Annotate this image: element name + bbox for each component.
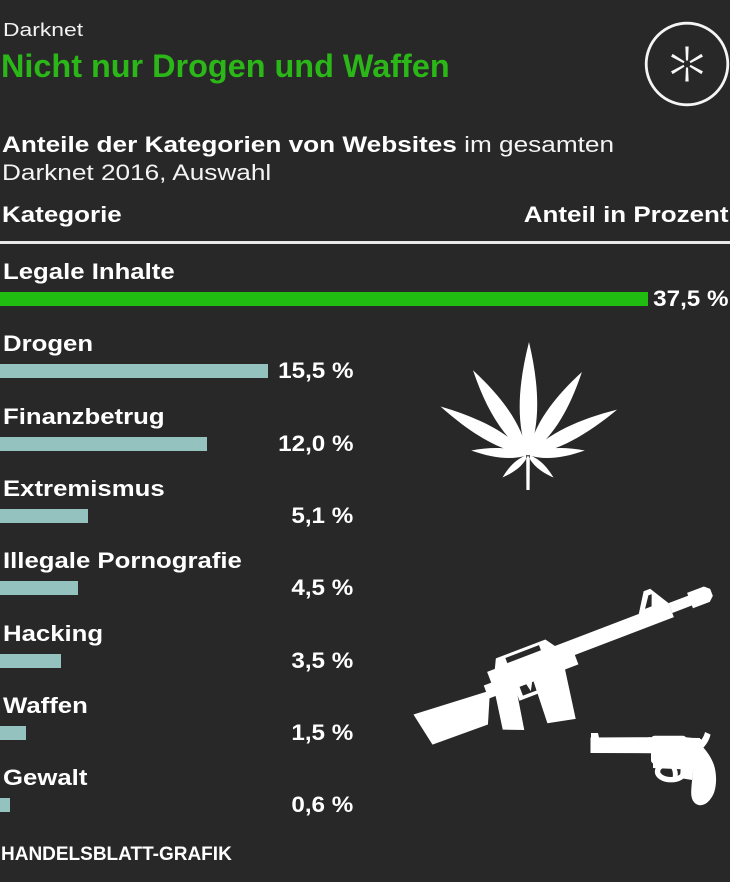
asterisk-spoke [671, 64, 685, 75]
category-label: Legale Inhalte [3, 259, 175, 284]
revolver-cylinder [651, 735, 687, 764]
value-label: 15,5 % [277, 358, 353, 384]
kicker: Darknet [3, 20, 84, 40]
value-label: 3,5 % [291, 647, 353, 673]
category-label: Gewalt [3, 765, 88, 791]
rifle-barrel [668, 594, 695, 613]
category-label: Extremismus [3, 475, 165, 501]
category-label: Finanzbetrug [3, 403, 165, 429]
bar [0, 798, 11, 813]
value-label: 1,5 % [291, 719, 353, 745]
chart-row: Illegale Pornografie 4,5 % [0, 550, 730, 610]
logo-circle [644, 21, 730, 107]
chart-row: Legale Inhalte 37,5 % [0, 261, 730, 321]
revolver-trigger [670, 766, 678, 779]
rifle-carry-handle [494, 639, 556, 670]
asterisk-spoke [689, 53, 703, 64]
category-label: Illegale Pornografie [3, 548, 242, 574]
cannabis-leaf-shape [440, 342, 618, 490]
bar [0, 364, 268, 379]
subtitle-bold: Anteile der Kategorien von Websites [2, 132, 457, 157]
page-title: Nicht nur Drogen und Waffen [1, 48, 450, 84]
revolver-barrel [590, 737, 652, 754]
revolver-trigger-guard [654, 760, 688, 783]
rifle-flash-hider [687, 586, 713, 609]
rifle-grip [494, 684, 525, 730]
revolver-front-sight [591, 733, 599, 738]
asterisk-spoke [671, 53, 685, 64]
chart-row: Waffen 1,5 % [0, 692, 730, 755]
value-label: 12,0 % [277, 430, 353, 456]
value-label: 0,6 % [291, 792, 353, 818]
bar [0, 653, 61, 668]
value-label: 37,5 % [653, 286, 729, 311]
column-header-category: Kategorie [2, 202, 122, 227]
asterisk-circle-icon [644, 21, 730, 107]
asterisk-spoke [685, 46, 689, 61]
assault-rifle-icon [400, 575, 730, 765]
header-rule [0, 241, 730, 244]
chart-row: Hacking 3,5 % [0, 620, 730, 683]
revolver-icon [585, 725, 730, 815]
revolver-hammer [695, 732, 711, 751]
subtitle-regular: im gesamten [456, 132, 615, 157]
value-label: 5,1 % [291, 502, 353, 528]
column-header-value: Anteil in Prozent [524, 202, 729, 227]
bar-highlight [0, 292, 648, 306]
bar [0, 508, 89, 523]
asterisk-spoke [689, 64, 703, 75]
category-label: Drogen [3, 331, 94, 357]
bar [0, 436, 208, 451]
category-label: Hacking [3, 620, 104, 646]
chart-row: Gewalt 0,6 % [0, 767, 730, 827]
rifle-stock [413, 690, 490, 745]
chart-row: Finanzbetrug 12,0 % [0, 403, 730, 466]
rifle-magazine [533, 667, 576, 724]
subtitle-line2: Darknet 2016, Auswahl [2, 160, 272, 185]
revolver-grip [691, 746, 717, 806]
cannabis-leaf-icon [435, 335, 625, 500]
bar [0, 725, 26, 740]
credit: HANDELSBLATT-GRAFIK [1, 844, 232, 865]
rifle-lower-receiver [483, 651, 579, 699]
category-label: Waffen [3, 692, 88, 718]
rifle-trigger [525, 680, 533, 692]
asterisk-spoke [685, 67, 689, 82]
bar [0, 581, 78, 596]
rifle-beam [487, 602, 674, 687]
rifle-trigger-guard [513, 673, 550, 701]
chart-row: Drogen 15,5 % [0, 333, 730, 393]
chart-row: Extremismus 5,1 % [0, 475, 730, 538]
rifle-front-sight [638, 588, 669, 615]
value-label: 4,5 % [291, 575, 353, 601]
chart-subtitle: Anteile der Kategorien von Websites im g… [2, 131, 614, 187]
